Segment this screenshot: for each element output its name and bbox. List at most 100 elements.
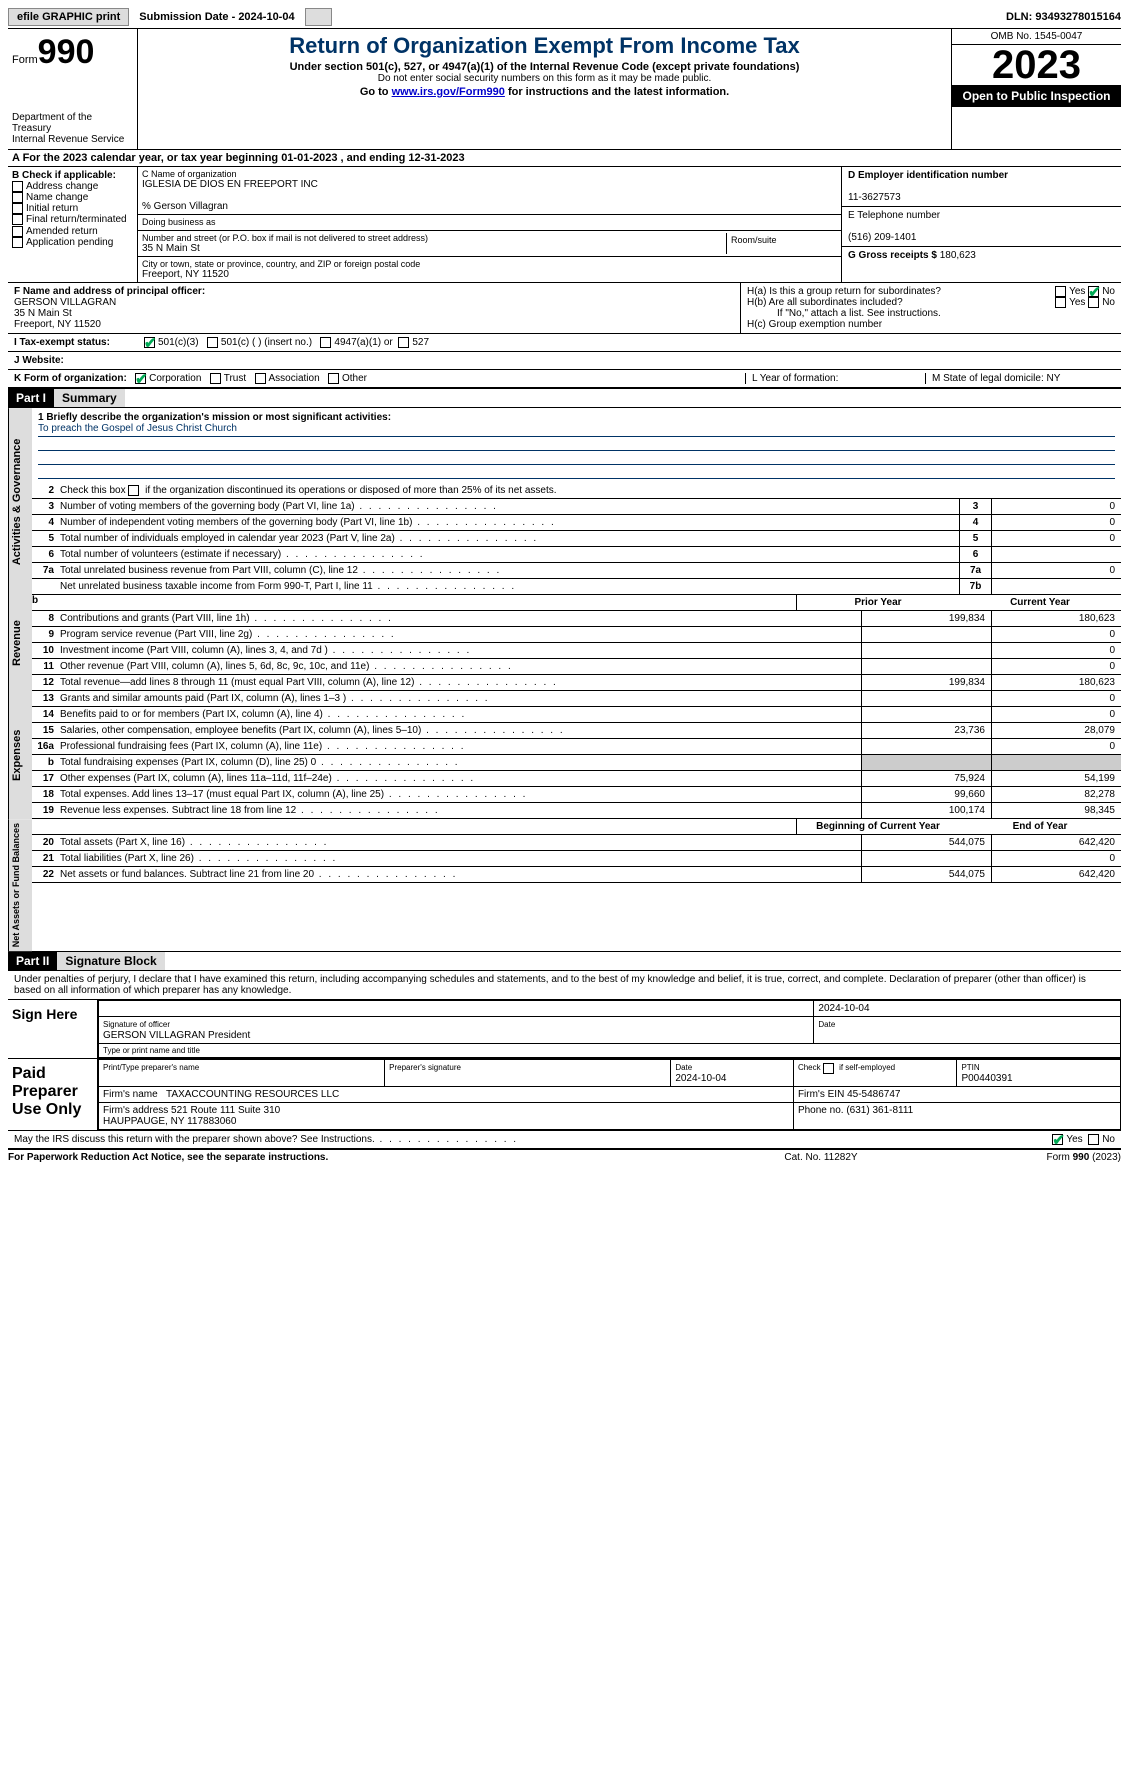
checkbox-assoc[interactable] (255, 373, 266, 384)
street-address: 35 N Main St (142, 243, 726, 254)
checkbox-hb-yes[interactable] (1055, 297, 1066, 308)
paid-preparer-block: Paid Preparer Use Only Print/Type prepar… (8, 1059, 1121, 1131)
officer-name: GERSON VILLAGRAN (14, 297, 116, 308)
line2-text: Check this box if the organization disco… (58, 483, 1121, 498)
city-state-zip: Freeport, NY 11520 (142, 269, 837, 280)
form-number: Form990 (12, 33, 133, 72)
hb-label: H(b) Are all subordinates included? (747, 297, 1055, 308)
checkbox-trust[interactable] (210, 373, 221, 384)
checkbox-line2[interactable] (128, 485, 139, 496)
checkbox-amended[interactable] (12, 226, 23, 237)
table-row: 16aProfessional fundraising fees (Part I… (32, 739, 1121, 755)
checkbox-hb-no[interactable] (1088, 297, 1099, 308)
blank-button[interactable] (305, 8, 332, 26)
checkbox-address-change[interactable] (12, 181, 23, 192)
part-ii-header: Part IISignature Block (8, 951, 1121, 971)
current-year-hdr: Current Year (959, 595, 1121, 610)
dln: DLN: 93493278015164 (1006, 11, 1121, 23)
checkbox-app-pending[interactable] (12, 237, 23, 248)
room-suite-label: Room/suite (731, 235, 777, 245)
paid-preparer-label: Paid Preparer Use Only (8, 1059, 98, 1130)
row-j-website: J Website: (8, 352, 1121, 370)
table-row: 6Total number of volunteers (estimate if… (32, 547, 1121, 563)
table-row: 9Program service revenue (Part VIII, lin… (32, 627, 1121, 643)
phone-label: E Telephone number (848, 210, 940, 221)
officer-addr1: 35 N Main St (14, 308, 72, 319)
mission-text: To preach the Gospel of Jesus Christ Chu… (38, 423, 1115, 437)
checkbox-527[interactable] (398, 337, 409, 348)
table-row: 14Benefits paid to or for members (Part … (32, 707, 1121, 723)
irs-link[interactable]: www.irs.gov/Form990 (392, 86, 505, 98)
discuss-row: May the IRS discuss this return with the… (8, 1131, 1121, 1149)
subtitle-3: Go to www.irs.gov/Form990 for instructio… (144, 86, 945, 98)
submission-date: Submission Date - 2024-10-04 (133, 11, 300, 23)
cat-no: Cat. No. 11282Y (721, 1152, 921, 1163)
checkbox-name-change[interactable] (12, 192, 23, 203)
perjury-text: Under penalties of perjury, I declare th… (8, 971, 1121, 1000)
checkbox-self-employed[interactable] (823, 1063, 834, 1074)
firm-name: TAXACCOUNTING RESOURCES LLC (166, 1089, 339, 1100)
firm-phone: (631) 361-8111 (846, 1105, 913, 1116)
box-deg: D Employer identification number 11-3627… (841, 167, 1121, 282)
ptin: P00440391 (961, 1073, 1012, 1084)
row-a-tax-year: A For the 2023 calendar year, or tax yea… (8, 150, 1121, 167)
tax-year: 2023 (952, 45, 1121, 85)
box-b: B Check if applicable: Address change Na… (8, 167, 138, 282)
prior-year-hdr: Prior Year (797, 595, 959, 610)
street-label: Number and street (or P.O. box if mail i… (142, 233, 726, 243)
checkbox-ha-no[interactable] (1088, 286, 1099, 297)
firm-ein: 45-5486747 (847, 1089, 900, 1100)
row-i: I Tax-exempt status: 501(c)(3) 501(c) ( … (8, 334, 1121, 352)
checkbox-ha-yes[interactable] (1055, 286, 1066, 297)
summary-netassets: Net Assets or Fund Balances Beginning of… (8, 819, 1121, 951)
org-name-label: C Name of organization (142, 169, 837, 179)
table-row: 18Total expenses. Add lines 13–17 (must … (32, 787, 1121, 803)
checkbox-other[interactable] (328, 373, 339, 384)
ha-label: H(a) Is this a group return for subordin… (747, 286, 1055, 297)
checkbox-501c3[interactable] (144, 337, 155, 348)
checkbox-discuss-no[interactable] (1088, 1134, 1099, 1145)
row-k: K Form of organization: Corporation Trus… (8, 370, 1121, 388)
dept-treasury: Department of the Treasury Internal Reve… (12, 112, 133, 145)
officer-sig: GERSON VILLAGRAN President (103, 1030, 250, 1041)
subtitle-1: Under section 501(c), 527, or 4947(a)(1)… (144, 61, 945, 73)
table-row: bTotal fundraising expenses (Part IX, co… (32, 755, 1121, 771)
checkbox-final-return[interactable] (12, 214, 23, 225)
vlabel-netassets: Net Assets or Fund Balances (8, 819, 32, 951)
prep-date: 2024-10-04 (675, 1073, 726, 1084)
part-i-header: Part ISummary (8, 388, 1121, 408)
dba-label: Doing business as (142, 217, 216, 227)
topbar: efile GRAPHIC print Submission Date - 20… (8, 8, 1121, 29)
section-bcd: B Check if applicable: Address change Na… (8, 167, 1121, 283)
sign-here-label: Sign Here (8, 1000, 98, 1058)
summary-expenses: Expenses 13Grants and similar amounts pa… (8, 691, 1121, 819)
checkbox-discuss-yes[interactable] (1052, 1134, 1063, 1145)
phone-value: (516) 209-1401 (848, 232, 916, 243)
checkbox-corp[interactable] (135, 373, 146, 384)
table-row: Net unrelated business taxable income fr… (32, 579, 1121, 595)
table-row: 8Contributions and grants (Part VIII, li… (32, 611, 1121, 627)
paperwork-notice: For Paperwork Reduction Act Notice, see … (8, 1152, 721, 1163)
section-fh: F Name and address of principal officer:… (8, 283, 1121, 334)
open-inspection: Open to Public Inspection (952, 85, 1121, 107)
checkbox-initial-return[interactable] (12, 203, 23, 214)
gross-receipts-value: 180,623 (940, 250, 976, 261)
table-row: 22Net assets or fund balances. Subtract … (32, 867, 1121, 883)
ein-label: D Employer identification number (848, 170, 1008, 181)
state-domicile: M State of legal domicile: NY (925, 373, 1115, 384)
summary-revenue: Revenue bPrior YearCurrent Year 8Contrib… (8, 595, 1121, 691)
checkbox-4947[interactable] (320, 337, 331, 348)
table-row: 10Investment income (Part VIII, column (… (32, 643, 1121, 659)
efile-print-button[interactable]: efile GRAPHIC print (8, 8, 129, 26)
table-row: 15Salaries, other compensation, employee… (32, 723, 1121, 739)
hb-note: If "No," attach a list. See instructions… (747, 308, 1115, 319)
page-footer: For Paperwork Reduction Act Notice, see … (8, 1149, 1121, 1163)
table-row: 20Total assets (Part X, line 16)544,0756… (32, 835, 1121, 851)
end-year-hdr: End of Year (959, 819, 1121, 834)
box-c: C Name of organization IGLESIA DE DIOS E… (138, 167, 841, 282)
form-header: Form990 Department of the Treasury Inter… (8, 29, 1121, 150)
checkbox-501c[interactable] (207, 337, 218, 348)
table-row: 13Grants and similar amounts paid (Part … (32, 691, 1121, 707)
gross-receipts-label: G Gross receipts $ (848, 250, 937, 261)
sign-date: 2024-10-04 (818, 1003, 869, 1014)
